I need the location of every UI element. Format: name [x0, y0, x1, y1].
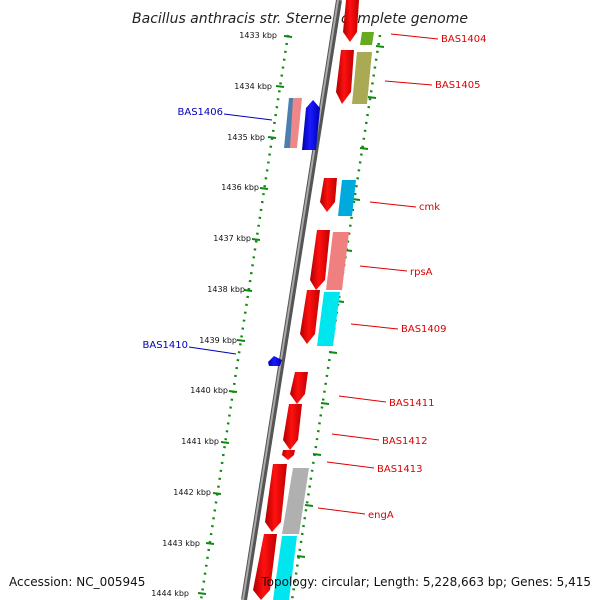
leader-line [317, 507, 366, 515]
tick-mark [375, 45, 385, 48]
tick-mark [236, 339, 246, 342]
label-engA[interactable]: engA [368, 510, 394, 521]
label-bas1406[interactable]: BAS1406 [178, 107, 224, 118]
gene-engA-partner [282, 468, 309, 534]
gene-bas1406[interactable] [302, 100, 320, 150]
leader-line [188, 346, 237, 355]
tick-mark [312, 453, 322, 456]
leader-line [359, 265, 408, 272]
tick-mark [228, 390, 238, 393]
tick-mark [367, 96, 377, 99]
gene-bas1404-partner [360, 32, 374, 45]
label-cmk[interactable]: cmk [419, 202, 440, 213]
tick-mark [197, 592, 207, 595]
tick-mark [320, 402, 330, 405]
tick-mark [296, 555, 306, 558]
tick-label: 1441 kbp [181, 437, 219, 446]
tick-mark [243, 289, 253, 292]
gene-engA[interactable] [265, 464, 287, 532]
label-bas1413[interactable]: BAS1413 [377, 464, 423, 475]
gene-bas1409[interactable] [300, 290, 320, 344]
tick-mark [267, 136, 277, 139]
tick-label: 1438 kbp [207, 285, 245, 294]
tick-mark [275, 85, 285, 88]
leader-line [223, 113, 273, 121]
tick-mark [205, 542, 215, 545]
gene-cmk[interactable] [320, 178, 337, 212]
leader-line [384, 80, 433, 86]
tick-mark [259, 187, 269, 190]
tick-mark [359, 147, 369, 150]
tick-label: 1437 kbp [213, 234, 251, 243]
tick-label: 1439 kbp [199, 336, 237, 345]
gene-cmk-partner [338, 180, 356, 216]
gene-bas1413[interactable] [282, 450, 295, 460]
tick-label: 1436 kbp [221, 183, 259, 192]
label-bas1405[interactable]: BAS1405 [435, 80, 481, 91]
leader-line [338, 395, 387, 403]
gene-bas1410[interactable] [268, 356, 282, 366]
kbp-tick-group: 1433 kbp 1434 kbp 1435 kbp 1436 kbp 1437… [151, 31, 385, 598]
label-rpsA[interactable]: rpsA [410, 267, 433, 278]
topology-text: Topology: circular; Length: 5,228,663 bp… [260, 575, 591, 589]
leader-line [369, 201, 417, 208]
gene-bas1409-partner [317, 292, 340, 346]
gene-next-forward[interactable] [253, 534, 277, 600]
tick-mark [220, 441, 230, 444]
forward-strand-genes [253, 0, 374, 600]
tick-label: 1435 kbp [227, 133, 265, 142]
tick-label: 1434 kbp [234, 82, 272, 91]
label-bas1411[interactable]: BAS1411 [389, 398, 435, 409]
gene-rpsA-partner [326, 232, 349, 290]
label-bas1410[interactable]: BAS1410 [143, 340, 189, 351]
tick-mark [328, 351, 338, 354]
tick-label: 1433 kbp [239, 31, 277, 40]
tick-label: 1442 kbp [173, 488, 211, 497]
tick-mark [283, 35, 293, 38]
leader-line [326, 461, 375, 469]
gene-next-partner [273, 536, 297, 600]
label-bas1404[interactable]: BAS1404 [441, 34, 487, 45]
tick-mark [212, 492, 222, 495]
tick-mark [251, 238, 261, 241]
gene-bas1405[interactable] [336, 50, 354, 104]
gene-labels: BAS1404 BAS1405 BAS1406 cmk rpsA BAS1409… [143, 33, 487, 521]
gene-bas1412[interactable] [283, 404, 302, 450]
reverse-strand-genes [268, 98, 320, 366]
gene-bas1404[interactable] [343, 0, 359, 42]
leader-line [350, 323, 399, 330]
gene-rpsA[interactable] [310, 230, 330, 290]
gene-bas1411[interactable] [290, 372, 308, 404]
label-bas1412[interactable]: BAS1412 [382, 436, 428, 447]
tick-label: 1440 kbp [190, 386, 228, 395]
accession-text: Accession: NC_005945 [9, 575, 145, 589]
label-bas1409[interactable]: BAS1409 [401, 324, 447, 335]
tick-mark [304, 504, 314, 507]
tick-label: 1444 kbp [151, 589, 189, 598]
tick-label: 1443 kbp [162, 539, 200, 548]
map-title: Bacillus anthracis str. Sterne, complete… [132, 11, 468, 27]
leader-line [390, 33, 439, 40]
leader-line [331, 433, 380, 441]
gene-bas1405-partner [352, 52, 372, 104]
